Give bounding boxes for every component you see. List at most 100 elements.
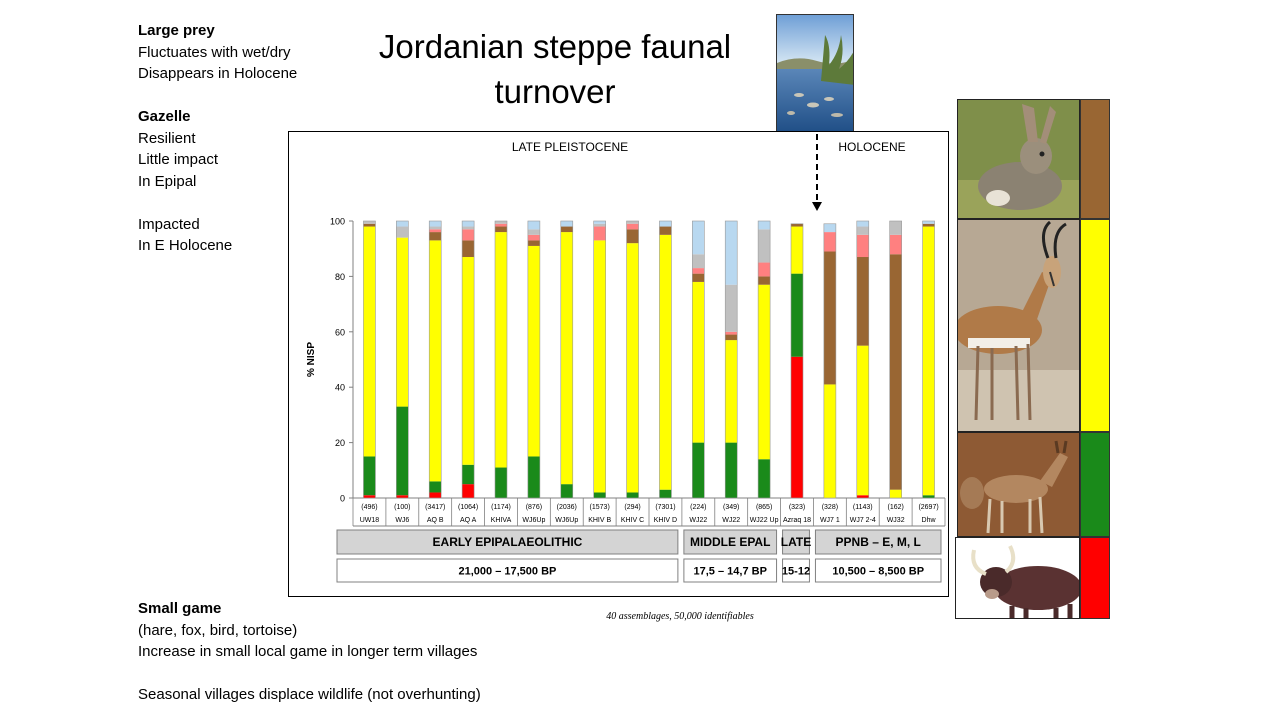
bar-segment-grey	[495, 221, 507, 224]
bar-segment-brown	[823, 251, 836, 385]
bar-outline	[823, 223, 837, 499]
onager-photo	[957, 432, 1080, 537]
date-box	[683, 558, 778, 583]
sample-count: (2036)	[557, 504, 577, 511]
bar-segment-brown	[889, 254, 902, 490]
note-gap	[138, 85, 297, 107]
period-box	[336, 529, 679, 555]
bar-segment-yellow	[889, 489, 902, 498]
site-label: WJ7 1	[820, 517, 840, 524]
bar-segment-brown	[495, 226, 507, 233]
sample-count: (100)	[394, 504, 410, 511]
date-box-label: 17,5 – 14,7 BP	[694, 566, 767, 578]
site-label: Dhw	[922, 517, 937, 524]
bar-segment-brown	[791, 223, 803, 227]
bar-segment-grey	[396, 226, 409, 238]
bar-segment-brown	[429, 232, 442, 241]
bar-segment-red	[363, 495, 376, 498]
bar-segment-yellow	[626, 243, 639, 493]
site-label: AQ B	[427, 517, 444, 524]
legend-swatch-red	[1080, 537, 1110, 619]
bar-segment-grey	[626, 221, 639, 224]
bar-segment-lightblue	[396, 221, 409, 227]
bar-segment-lightblue	[922, 221, 935, 224]
bar-segment-pink	[758, 262, 771, 277]
period-box	[814, 529, 942, 555]
bar-segment-green	[462, 464, 475, 485]
bar-segment-brown	[527, 240, 540, 246]
bar-segment-lightblue	[527, 221, 540, 230]
bar-segment-green	[659, 489, 672, 498]
bar-segment-grey	[527, 229, 540, 235]
bar-segment-brown	[725, 334, 738, 341]
y-axis-title: % NISP	[306, 342, 317, 377]
bar-segment-yellow	[823, 384, 836, 498]
bar-segment-green	[725, 442, 738, 498]
bar-segment-grey	[725, 284, 738, 332]
bar-outline	[659, 220, 672, 499]
bar-segment-pink	[495, 223, 507, 227]
bar-segment-lightblue	[725, 221, 738, 285]
bar-segment-green	[363, 456, 376, 496]
bar-segment-brown	[626, 229, 639, 244]
bar-outline	[692, 220, 705, 499]
bar-segment-brown	[462, 240, 475, 258]
bar-segment-yellow	[922, 226, 935, 496]
date-box	[336, 558, 679, 583]
bar-segment-brown	[758, 276, 771, 285]
sample-count: (328)	[822, 504, 838, 511]
bar-segment-pink	[823, 232, 836, 252]
note-gap	[138, 192, 297, 214]
site-label: WJ6Up	[522, 517, 545, 524]
period-box-label: PPNB – E, M, L	[836, 535, 921, 549]
bar-outline	[428, 220, 442, 499]
bar-segment-yellow	[593, 240, 606, 493]
date-box-label: 15-12	[782, 566, 810, 578]
bar-segment-grey	[462, 226, 475, 230]
sample-count: (1573)	[590, 504, 610, 511]
site-label: KHIV B	[588, 517, 611, 524]
bar-segment-pink	[725, 331, 738, 335]
period-box	[683, 529, 778, 555]
faunal-chart-frame: LATE PLEISTOCENE HOLOCENE 0 20 40 60 80 100 % NI…	[288, 131, 949, 597]
site-label: Azraq 18	[783, 517, 811, 524]
note-line: Increase in small local game in longer t…	[138, 643, 478, 660]
bar-outline	[626, 220, 639, 499]
period-box-label: EARLY EPIPALAEOLITHIC	[433, 535, 583, 549]
bar-segment-yellow	[791, 226, 803, 274]
bar-segment-pink	[429, 229, 442, 233]
bar-outline	[922, 220, 935, 499]
bar-segment-lightblue	[758, 221, 771, 230]
hare-photo	[957, 99, 1080, 219]
y-tick-label: 0	[340, 494, 345, 504]
bar-segment-brown	[692, 273, 705, 282]
bar-outline	[396, 220, 409, 499]
bar-outline	[527, 220, 541, 499]
bar-segment-red	[396, 495, 409, 498]
legend-swatch-yellow	[1080, 219, 1110, 432]
sample-count: (7301)	[655, 504, 675, 511]
bar-segment-pink	[889, 234, 902, 255]
bar-outline	[494, 220, 508, 499]
site-label: WJ6	[395, 517, 409, 524]
bar-segment-yellow	[462, 257, 475, 465]
date-box-label: 10,500 – 8,500 BP	[832, 566, 924, 578]
site-label: UW18	[360, 517, 380, 524]
water-landscape-photo	[776, 14, 854, 132]
period-box-label: MIDDLE EPAL	[690, 535, 770, 549]
bar-segment-brown	[363, 223, 376, 227]
bar-segment-lightblue	[429, 221, 442, 227]
bar-segment-green	[593, 492, 606, 498]
bar-segment-grey	[758, 229, 771, 263]
sample-count: (349)	[723, 504, 739, 511]
bar-segment-grey	[429, 226, 442, 230]
bar-segment-pink	[692, 268, 705, 274]
site-label: KHIV D	[654, 517, 677, 524]
sample-count: (1174)	[491, 504, 511, 511]
site-label: WJ22 Up	[750, 517, 779, 524]
note-line: In Epipal	[138, 172, 197, 190]
note-line: Resilient	[138, 129, 196, 147]
bar-segment-green	[527, 456, 540, 498]
gazelle-photo	[957, 219, 1080, 432]
bar-segment-yellow	[692, 281, 705, 443]
